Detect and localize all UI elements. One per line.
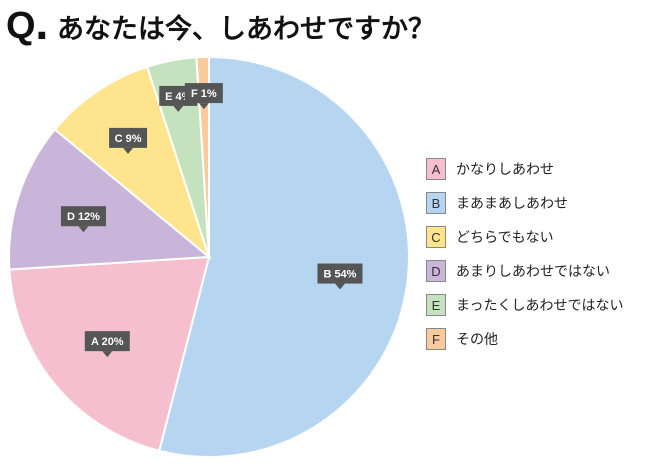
pie-slice-b xyxy=(158,55,410,458)
pie-tag-text: D 12% xyxy=(67,211,100,223)
pie-tag-d: D 12% xyxy=(60,206,106,233)
chart-title: あなたは今、しあわせですか？ xyxy=(57,13,435,45)
legend-swatch: A xyxy=(426,158,446,180)
pie-tag-box xyxy=(184,83,223,104)
legend-label: あまりしあわせではない xyxy=(456,264,610,280)
legend-item-f: F その他 xyxy=(426,322,646,356)
legend-label: まったくしあわせではない xyxy=(456,298,624,314)
legend-swatch: C xyxy=(426,226,446,248)
pie-slice-d xyxy=(8,128,212,271)
pie-tag-box xyxy=(84,331,130,352)
legend-label: どちらでもない xyxy=(456,230,554,246)
legend-item-b: B まあまあしあわせ xyxy=(426,186,646,220)
pie-tags: B 54%A 20%D 12%C 9%E 4% F 1% xyxy=(60,83,363,358)
legend-item-a: A かなりしあわせ xyxy=(426,152,646,186)
pie-tag-box xyxy=(317,263,363,284)
pie-tag-pointer xyxy=(123,147,134,154)
pie-tag-f: F 1% xyxy=(184,83,223,110)
q-mark: Q xyxy=(6,5,36,47)
title-row: Q . あなたは今、しあわせですか？ xyxy=(6,4,435,48)
pie-tag-a: A 20% xyxy=(84,331,130,358)
pie-slices xyxy=(8,55,410,458)
pie-tag-pointer xyxy=(102,351,113,358)
legend: A かなりしあわせ B まあまあしあわせ C どちらでもない D あまりしあわせではない E まっ… xyxy=(426,152,646,356)
pie-tag-text: C 9% xyxy=(115,133,142,145)
pie-tag-text: F 1% xyxy=(191,88,217,100)
pie-tag-pointer xyxy=(198,103,209,110)
legend-swatch: D xyxy=(426,260,446,282)
pie-tag-pointer xyxy=(334,283,345,290)
pie-tag-b: B 54% xyxy=(317,263,363,290)
legend-item-d: D あまりしあわせではない xyxy=(426,254,646,288)
legend-item-c: C どちらでもない xyxy=(426,220,646,254)
pie-tag-pointer xyxy=(173,105,184,112)
q-dot: . xyxy=(34,4,49,48)
pie-tag-box xyxy=(60,206,106,227)
legend-label: その他 xyxy=(456,332,498,348)
legend-swatch: E xyxy=(426,294,446,316)
pie-tag-text: B 54% xyxy=(323,269,356,281)
legend-item-e: E まったくしあわせではない xyxy=(426,288,646,322)
legend-label: かなりしあわせ xyxy=(456,162,554,178)
pie-tag-box xyxy=(109,127,148,148)
pie-tag-pointer xyxy=(78,226,89,233)
pie-tag-text: A 20% xyxy=(91,336,124,348)
legend-label: まあまあしあわせ xyxy=(456,196,568,212)
pie-tag-c: C 9% xyxy=(109,127,148,154)
pie-slice-f xyxy=(195,55,210,258)
pie-slice-c xyxy=(53,65,212,260)
legend-swatch: B xyxy=(426,192,446,214)
legend-swatch: F xyxy=(426,328,446,350)
